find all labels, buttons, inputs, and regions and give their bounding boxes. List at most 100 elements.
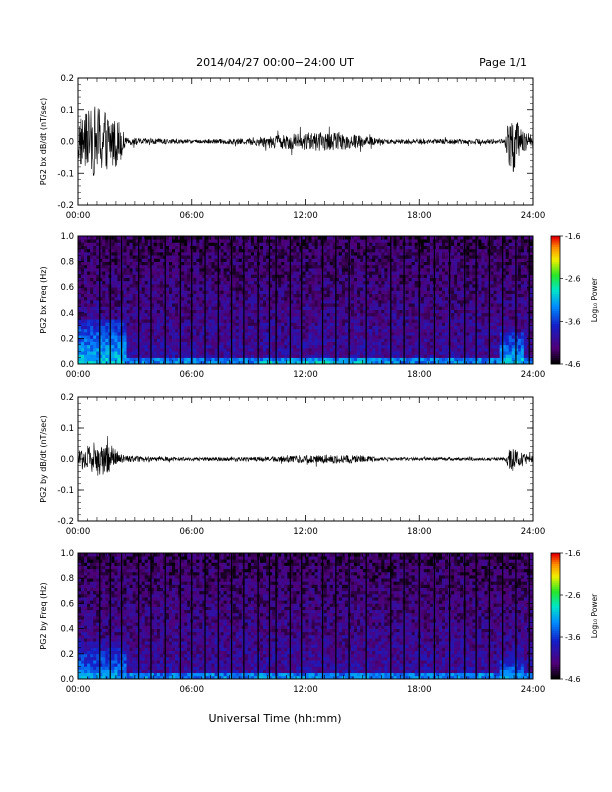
spectrogram-cell [278,348,282,352]
spectrogram-cell [378,322,382,326]
spectrogram-cell [435,284,440,288]
spectrogram-cell [429,268,434,272]
spectrogram-cell [217,348,221,352]
spectrogram-cell [129,268,133,272]
spectrogram-cell [354,341,358,346]
spectrogram-cell [199,264,203,269]
spectrogram-cell [260,344,264,349]
spectrogram-cell [165,312,170,317]
spectrogram-cell [293,261,297,266]
spectrogram-cell [378,252,382,256]
spectrogram-cell [335,264,340,269]
spectrogram-cell [87,239,91,243]
spectrogram-cell [281,252,285,256]
spectrogram-cell [266,325,270,330]
spectrogram-cell [405,268,409,272]
spectrogram-cell [223,287,227,291]
spectrogram-cell [354,271,358,275]
spectrogram-cell [408,300,413,304]
spectrogram-cell [326,248,331,253]
spectrogram-cell [96,290,100,294]
spectrogram-cell [199,271,203,275]
spectrogram-cell [90,341,94,346]
spectrogram-cell [153,255,158,259]
spectrogram-cell [266,344,270,349]
spectrogram-cell [90,309,94,314]
spectrogram-cell [426,296,431,301]
spectrogram-cell [123,264,127,269]
spectrogram-cell [314,348,318,352]
spectrogram-cell [272,328,276,333]
spectrogram-cell [311,280,315,285]
spectrogram-cell [351,255,355,259]
spectrogram-cell [93,306,97,310]
spectrogram-cell [266,248,270,253]
spectrogram-cell [269,316,273,320]
spectrogram-cell [408,338,413,342]
spectrogram-cell [266,274,270,278]
spectrogram-cell [384,312,388,317]
spectrogram-cell [172,360,176,365]
spectrogram-cell [187,309,191,314]
spectrogram-cell [187,328,191,333]
spectrogram-cell [302,242,306,246]
spectrogram-cell [287,242,291,246]
spectrogram-cell [159,360,164,365]
spectrogram-cell [150,245,155,250]
spectrogram-cell [247,357,252,362]
spectrogram-cell [144,255,149,259]
spectrogram-cell [387,312,391,317]
spectrogram-cell [250,271,255,275]
spectrogram-cell [226,277,231,282]
spectrogram-cell [326,239,331,243]
spectrogram-cell [153,338,158,342]
spectrogram-cell [196,344,200,349]
spectrogram-cell [247,319,252,323]
spectrogram-cell [408,290,413,294]
spectrogram-cell [223,328,227,333]
spectrogram-cell [90,319,94,323]
spectrogram-cell [408,264,413,269]
spectrogram-cell [126,287,130,291]
spectrogram-cell [165,335,170,339]
spectrogram-cell [378,268,382,272]
spectrogram-cell [354,309,358,314]
spectrogram-cell [293,338,297,342]
spectrogram-cell [344,325,349,330]
spectrogram-cell [141,306,146,310]
spectrogram-cell [326,357,331,362]
spectrogram-cell [99,245,103,250]
spectrogram-cell [99,322,103,326]
spectrogram-cell [411,258,416,262]
spectrogram-cell [138,290,143,294]
spectrogram-cell [132,245,136,250]
spectrogram-cell [105,306,109,310]
spectrogram-cell [308,274,312,278]
spectrogram-cell [411,255,416,259]
spectrogram-cell [214,290,218,294]
spectrogram-cell [196,338,200,342]
spectrogram-cell [81,332,85,336]
spectrogram-cell [238,351,243,355]
spectrogram-cell [226,258,231,262]
spectrogram-cell [414,236,419,240]
spectrogram-cell [99,271,103,275]
spectrogram-cell [384,268,388,272]
spectrogram-cell [129,351,133,355]
spectrogram-cell [199,316,203,320]
spectrogram-cell [93,264,97,269]
spectrogram-cell [344,309,349,314]
spectrogram-cell [165,264,170,269]
spectrogram-cell [150,322,155,326]
spectrogram-cell [435,309,440,314]
spectrogram-cell [220,277,224,282]
spectrogram-cell [156,335,161,339]
spectrogram-cell [235,239,240,243]
spectrogram-cell [226,287,231,291]
spectrogram-cell [90,287,94,291]
spectrogram-cell [90,335,94,339]
spectrogram-cell [260,316,264,320]
spectrogram-cell [275,306,279,310]
spectrogram-cell [156,252,161,256]
spectrogram-cell [123,290,127,294]
